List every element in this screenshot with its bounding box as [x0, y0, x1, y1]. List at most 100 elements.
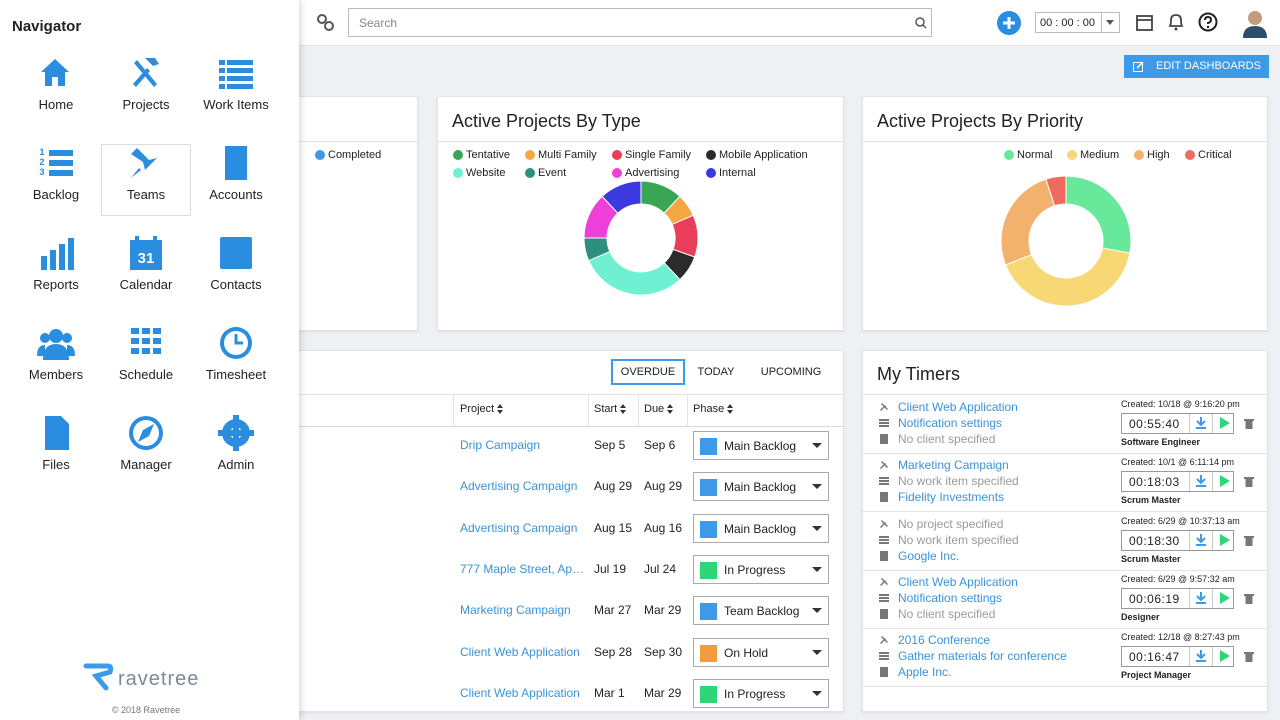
delete-button[interactable] [1244, 651, 1254, 663]
play-button[interactable] [1219, 591, 1231, 604]
divider [863, 453, 1267, 454]
nav-icon[interactable] [37, 414, 75, 452]
column-header[interactable]: Phase [693, 403, 725, 415]
nav-label[interactable]: Projects [122, 97, 170, 112]
nav-label[interactable]: Members [28, 367, 84, 382]
play-button[interactable] [1219, 417, 1231, 429]
copyright: © 2018 Ravetree [111, 705, 181, 715]
project-icon [880, 577, 888, 586]
nav-icon[interactable] [37, 54, 75, 92]
donut [1000, 175, 1132, 307]
nav-label[interactable]: Backlog [32, 187, 80, 202]
add-button[interactable] [996, 10, 1022, 36]
phase-select[interactable]: In Progress [693, 678, 829, 708]
help-icon[interactable] [1198, 12, 1218, 32]
delete-button[interactable] [1244, 535, 1254, 546]
navigator-title: Navigator [12, 18, 82, 35]
start-date: Aug 15 [594, 520, 633, 535]
nav-icon[interactable] [217, 324, 255, 362]
column-header[interactable]: Start [594, 403, 618, 415]
dropdown-arrow [812, 484, 822, 494]
phase-color [700, 644, 717, 662]
nav-label[interactable]: Timesheet [205, 367, 267, 382]
download-button[interactable] [1195, 417, 1207, 429]
download-button[interactable] [1195, 650, 1207, 663]
phase-select[interactable]: Team Backlog [693, 596, 829, 626]
chart-title: Active Projects By Type [452, 111, 641, 131]
legend-label: Internal [719, 167, 756, 179]
play-button[interactable] [1219, 475, 1231, 488]
play-button[interactable] [1219, 533, 1231, 546]
nav-icon[interactable]: 31 [127, 234, 165, 272]
edit-dashboards-button[interactable]: EDIT DASHBOARDS [1124, 55, 1269, 78]
sort-arrows [497, 404, 503, 414]
delete-button[interactable] [1244, 418, 1254, 429]
column-header[interactable]: Project [460, 403, 495, 415]
client-text: Apple Inc. [898, 665, 952, 680]
play-button[interactable] [1219, 650, 1231, 663]
nav-icon[interactable]: 123 [37, 144, 75, 182]
tab[interactable]: UPCOMING [751, 359, 831, 385]
nav-label[interactable]: Teams [126, 187, 166, 202]
donut-segment [1004, 247, 1131, 307]
column-separator [588, 394, 589, 426]
due-date: Jul 24 [644, 561, 677, 576]
nav-label[interactable]: Contacts [210, 277, 262, 292]
delete-button[interactable] [1244, 476, 1254, 488]
project-link[interactable]: Advertising Campaign [460, 479, 578, 494]
project-link[interactable]: Advertising Campaign [460, 520, 578, 535]
nav-label[interactable]: Files [42, 457, 70, 472]
tab[interactable]: TODAY [690, 359, 742, 385]
nav-icon[interactable] [37, 234, 75, 272]
delete-button[interactable] [1244, 593, 1254, 604]
search-box[interactable]: Search [348, 8, 932, 37]
nav-label[interactable]: Manager [120, 457, 172, 472]
chart-card: Active Projects By Type Tentative Multi Fa… [437, 96, 844, 331]
phase-select[interactable]: Main Backlog [693, 431, 829, 460]
phase-select[interactable]: Main Backlog [693, 472, 829, 502]
dropdown-arrow [812, 608, 822, 618]
download-button[interactable] [1195, 533, 1207, 546]
download-button[interactable] [1195, 475, 1207, 488]
legend-label: High [1147, 149, 1170, 161]
project-link[interactable]: 777 Maple Street, Ap… [460, 561, 585, 576]
phase-select[interactable]: On Hold [693, 637, 829, 667]
nav-icon[interactable] [217, 234, 255, 272]
project-link[interactable]: Drip Campaign [460, 438, 541, 452]
nav-icon[interactable] [127, 324, 165, 362]
nav-icon[interactable] [217, 54, 255, 92]
column-separator [638, 394, 639, 426]
nav-icon[interactable] [127, 54, 165, 92]
link-icon[interactable] [316, 13, 336, 33]
item-icon [879, 593, 889, 602]
bell-icon[interactable] [1167, 12, 1185, 32]
project-link[interactable]: Client Web Application [460, 644, 580, 659]
nav-label[interactable]: Accounts [209, 187, 263, 202]
avatar[interactable] [1241, 8, 1269, 38]
tab-label: TODAY [697, 366, 735, 378]
nav-label[interactable]: Admin [217, 457, 255, 472]
divider [1189, 530, 1190, 550]
search-icon[interactable] [915, 17, 927, 29]
phase-select[interactable]: In Progress [693, 554, 829, 584]
nav-icon[interactable] [217, 414, 255, 452]
timer-box[interactable]: 00 : 00 : 00 [1035, 12, 1120, 33]
phase-select[interactable]: Main Backlog [693, 513, 829, 543]
project-link[interactable]: Marketing Campaign [460, 603, 571, 618]
project-link[interactable]: Client Web Application [460, 685, 580, 700]
donut-segment [601, 180, 642, 214]
nav-label[interactable]: Home [38, 97, 74, 112]
column-header[interactable]: Due [644, 403, 665, 415]
nav-label[interactable]: Reports [33, 277, 79, 292]
nav-label[interactable]: Schedule [118, 367, 174, 382]
nav-label[interactable]: Calendar [119, 277, 173, 292]
tab[interactable]: OVERDUE [611, 359, 685, 385]
calendar-icon[interactable] [1136, 13, 1154, 31]
nav-icon[interactable] [127, 144, 165, 182]
nav-label[interactable]: Work Items [203, 97, 269, 112]
nav-icon[interactable] [127, 414, 165, 452]
download-button[interactable] [1195, 591, 1207, 604]
timer-display: 00:06:19 [1121, 587, 1234, 609]
nav-icon[interactable] [217, 144, 255, 182]
nav-icon[interactable] [37, 324, 75, 362]
